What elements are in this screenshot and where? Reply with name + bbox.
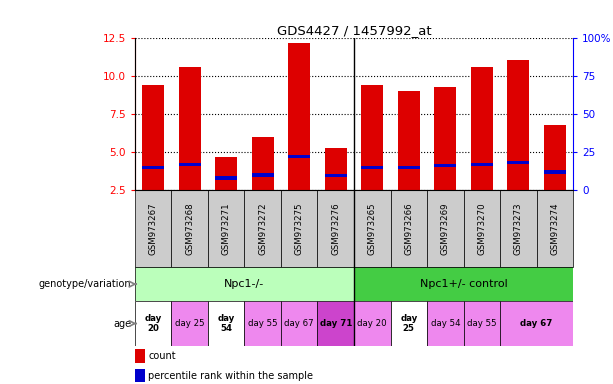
FancyBboxPatch shape — [500, 301, 573, 346]
Text: GSM973273: GSM973273 — [514, 202, 523, 255]
Text: Npc1-/-: Npc1-/- — [224, 279, 265, 289]
FancyBboxPatch shape — [172, 301, 208, 346]
Text: GSM973266: GSM973266 — [405, 202, 413, 255]
Text: age: age — [113, 318, 131, 329]
FancyBboxPatch shape — [281, 301, 318, 346]
Text: count: count — [148, 351, 176, 361]
FancyBboxPatch shape — [135, 301, 172, 346]
FancyBboxPatch shape — [135, 267, 354, 301]
Text: GSM973270: GSM973270 — [478, 202, 486, 255]
Title: GDS4427 / 1457992_at: GDS4427 / 1457992_at — [276, 24, 432, 37]
Text: day 55: day 55 — [248, 319, 278, 328]
Text: day 67: day 67 — [284, 319, 314, 328]
Bar — [471, 163, 493, 166]
FancyBboxPatch shape — [208, 190, 245, 267]
FancyBboxPatch shape — [245, 301, 281, 346]
Text: day 67: day 67 — [520, 319, 553, 328]
Text: day 25: day 25 — [175, 319, 205, 328]
Text: day
54: day 54 — [218, 314, 235, 333]
Bar — [142, 166, 164, 169]
Bar — [135, 349, 145, 363]
Text: Npc1+/- control: Npc1+/- control — [420, 279, 508, 289]
Text: day 55: day 55 — [467, 319, 497, 328]
FancyBboxPatch shape — [281, 190, 318, 267]
Text: percentile rank within the sample: percentile rank within the sample — [148, 371, 313, 381]
Bar — [435, 164, 456, 167]
Text: GSM973271: GSM973271 — [222, 202, 230, 255]
Text: GSM973269: GSM973269 — [441, 202, 450, 255]
FancyBboxPatch shape — [536, 190, 573, 267]
Bar — [544, 125, 566, 190]
Bar — [215, 176, 237, 180]
Bar — [471, 67, 493, 190]
Bar — [435, 87, 456, 190]
Bar — [325, 147, 347, 190]
Bar — [508, 161, 530, 164]
FancyBboxPatch shape — [245, 190, 281, 267]
FancyBboxPatch shape — [500, 190, 536, 267]
FancyBboxPatch shape — [463, 301, 500, 346]
FancyBboxPatch shape — [318, 301, 354, 346]
FancyBboxPatch shape — [208, 301, 245, 346]
Text: GSM973275: GSM973275 — [295, 202, 303, 255]
Text: day 54: day 54 — [430, 319, 460, 328]
Bar — [215, 157, 237, 190]
FancyBboxPatch shape — [427, 301, 463, 346]
Text: GSM973267: GSM973267 — [148, 202, 158, 255]
Text: GSM973265: GSM973265 — [368, 202, 377, 255]
Bar — [288, 155, 310, 158]
Bar — [288, 43, 310, 190]
Bar — [252, 173, 273, 177]
Bar — [398, 166, 420, 169]
FancyBboxPatch shape — [354, 301, 390, 346]
FancyBboxPatch shape — [390, 190, 427, 267]
Text: GSM973276: GSM973276 — [331, 202, 340, 255]
Bar — [325, 174, 347, 177]
Bar — [142, 85, 164, 190]
Text: day
20: day 20 — [145, 314, 162, 333]
FancyBboxPatch shape — [354, 190, 390, 267]
Bar — [361, 85, 383, 190]
Text: day
25: day 25 — [400, 314, 417, 333]
FancyBboxPatch shape — [172, 190, 208, 267]
FancyBboxPatch shape — [463, 190, 500, 267]
Text: GSM973274: GSM973274 — [550, 202, 560, 255]
Text: genotype/variation: genotype/variation — [39, 279, 131, 289]
Text: day 71: day 71 — [319, 319, 352, 328]
FancyBboxPatch shape — [427, 190, 463, 267]
FancyBboxPatch shape — [354, 267, 573, 301]
Bar — [508, 60, 530, 190]
Bar — [135, 369, 145, 382]
FancyBboxPatch shape — [318, 190, 354, 267]
Bar — [179, 163, 200, 166]
Bar — [398, 91, 420, 190]
Bar — [544, 170, 566, 174]
Text: day 20: day 20 — [357, 319, 387, 328]
FancyBboxPatch shape — [135, 190, 172, 267]
Bar — [252, 137, 273, 190]
Text: GSM973268: GSM973268 — [185, 202, 194, 255]
Bar — [361, 166, 383, 169]
Text: GSM973272: GSM973272 — [258, 202, 267, 255]
Bar — [179, 67, 200, 190]
FancyBboxPatch shape — [390, 301, 427, 346]
